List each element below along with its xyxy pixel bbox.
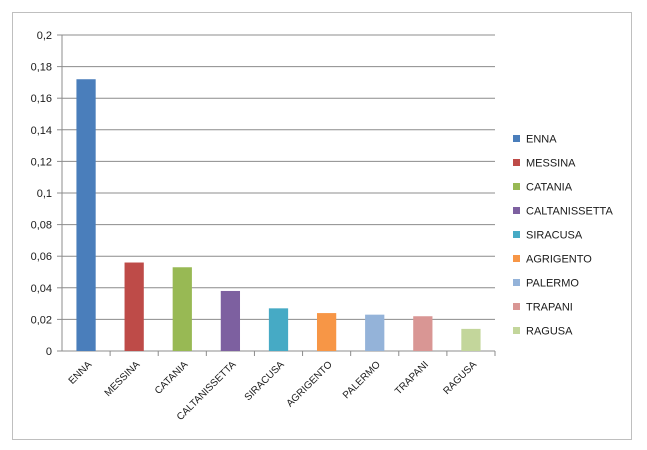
bar-messina xyxy=(124,262,144,351)
legend-swatch xyxy=(513,231,520,238)
y-tick-label: 0,16 xyxy=(31,93,52,105)
x-tick-label: MESSINA xyxy=(103,359,143,399)
bar-trapani xyxy=(413,316,433,351)
legend-swatch xyxy=(513,183,520,190)
legend-label: MESSINA xyxy=(526,158,576,170)
x-tick-label: AGRIGENTO xyxy=(285,359,335,409)
legend-swatch xyxy=(513,327,520,334)
legend-swatch xyxy=(513,279,520,286)
bar-agrigento xyxy=(316,313,337,351)
legend-label: ENNA xyxy=(526,134,557,146)
bar-palermo xyxy=(365,314,385,351)
legend-label: SIRACUSA xyxy=(526,230,583,242)
gridlines xyxy=(57,34,496,356)
y-tick-label: 0,12 xyxy=(31,156,52,168)
bar-ragusa xyxy=(461,328,481,351)
legend-label: RAGUSA xyxy=(526,326,573,338)
x-tick-label: CATANIA xyxy=(153,359,191,397)
y-tick-label: 0,1 xyxy=(37,188,52,200)
x-tick-label: SIRACUSA xyxy=(243,359,287,403)
legend: ENNA MESSINA CATANIA CALTANISSETTA SIRACUSA A… xyxy=(513,134,613,338)
bar-catania xyxy=(172,267,192,351)
x-tick-label: ENNA xyxy=(67,359,95,387)
bar-siracusa xyxy=(268,308,289,351)
y-tick-label: 0,02 xyxy=(31,314,52,326)
y-tick-label: 0,2 xyxy=(37,30,52,42)
x-tick-label: RAGUSA xyxy=(441,359,479,397)
legend-swatch xyxy=(513,159,520,166)
y-tick-label: 0,06 xyxy=(31,251,52,263)
bar-enna xyxy=(76,79,96,352)
legend-label: AGRIGENTO xyxy=(526,254,592,266)
x-tick-label: TRAPANI xyxy=(393,359,431,397)
legend-label: TRAPANI xyxy=(526,302,573,314)
bars xyxy=(76,79,481,352)
legend-swatch xyxy=(513,207,520,214)
legend-label: CATANIA xyxy=(526,182,573,194)
bar-caltanissetta xyxy=(220,290,241,351)
y-axis-ticks: 0 0,02 0,04 0,06 0,08 0,1 0,12 0,14 0,16 0,18 0,2 xyxy=(31,30,52,358)
legend-label: PALERMO xyxy=(526,278,579,290)
legend-label: CALTANISSETTA xyxy=(526,206,613,218)
y-tick-label: 0,08 xyxy=(31,220,52,232)
legend-swatch xyxy=(513,255,520,262)
y-tick-label: 0 xyxy=(46,346,52,358)
legend-swatch xyxy=(513,303,520,310)
y-tick-label: 0,14 xyxy=(31,125,52,137)
y-tick-label: 0,18 xyxy=(31,62,52,74)
legend-swatch xyxy=(513,135,520,142)
x-tick-label: PALERMO xyxy=(341,359,383,401)
y-tick-label: 0,04 xyxy=(31,283,52,295)
chart-frame xyxy=(12,12,632,440)
